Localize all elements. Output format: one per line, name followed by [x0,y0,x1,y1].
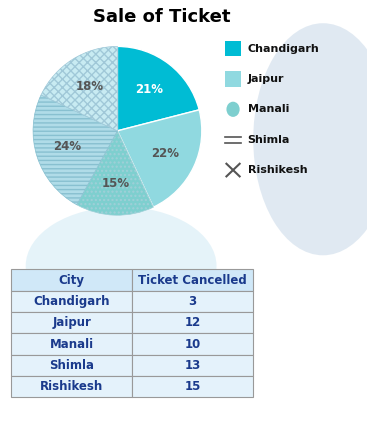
Text: 15%: 15% [102,177,130,189]
Text: Chandigarh: Chandigarh [248,43,320,54]
Text: 21%: 21% [135,83,164,96]
Text: Sale of Ticket: Sale of Ticket [93,8,230,26]
Text: Manali: Manali [248,104,289,114]
Wedge shape [117,46,199,131]
Wedge shape [33,95,117,205]
Wedge shape [117,110,202,207]
Text: Jaipur: Jaipur [248,74,284,84]
Text: Rishikesh: Rishikesh [248,165,307,175]
FancyBboxPatch shape [225,41,241,56]
Ellipse shape [253,23,367,255]
Wedge shape [41,46,117,131]
Text: 24%: 24% [54,141,82,154]
Text: 18%: 18% [75,80,103,93]
Text: 22%: 22% [151,146,179,160]
FancyBboxPatch shape [225,71,241,87]
Text: Shimla: Shimla [248,135,290,145]
Ellipse shape [26,207,217,325]
Wedge shape [77,131,153,215]
Circle shape [226,102,240,117]
